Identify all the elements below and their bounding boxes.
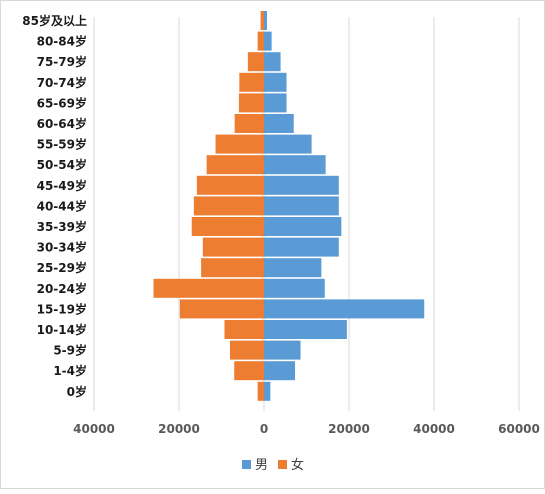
category-label: 30-34岁 (37, 240, 87, 255)
category-label: 0岁 (67, 384, 87, 399)
bar-male (264, 114, 294, 133)
category-label: 15-19岁 (37, 301, 87, 316)
category-label: 85岁及以上 (22, 13, 87, 28)
category-label: 45-49岁 (37, 178, 87, 193)
bars (153, 11, 425, 401)
bar-female (257, 381, 264, 401)
bar-male (264, 381, 271, 401)
category-label: 5-9岁 (53, 343, 87, 358)
bar-male (264, 93, 287, 113)
category-labels: 0岁 1-4岁 5-9岁 10-14岁 15-19岁 20-24岁 25-29岁 30-34岁… (22, 13, 87, 399)
x-tick-label: 40000 (413, 422, 455, 436)
category-label: 80-84岁 (37, 34, 87, 49)
category-label: 75-79岁 (37, 54, 87, 69)
bar-female (224, 320, 264, 339)
category-label: 70-74岁 (37, 75, 87, 90)
bar-male (264, 278, 325, 298)
bar-male (264, 31, 272, 51)
bar-male (264, 134, 312, 154)
bar-female (153, 278, 264, 298)
legend-swatch-female (278, 460, 287, 469)
category-label: 10-14岁 (37, 322, 87, 337)
category-label: 50-54岁 (37, 157, 87, 172)
legend: 男 女 (242, 457, 304, 473)
category-label: 40-44岁 (37, 198, 87, 213)
bar-female (193, 196, 264, 216)
bar-female (215, 134, 264, 154)
x-tick-label: 20000 (328, 422, 370, 436)
bar-female (257, 31, 264, 51)
bar-female (196, 175, 264, 195)
bar-male (264, 237, 339, 257)
legend-swatch-male (242, 460, 251, 469)
bar-female (239, 72, 264, 92)
bar-male (264, 361, 296, 381)
category-label: 20-24岁 (37, 281, 87, 296)
bar-male (264, 52, 281, 72)
bar-female (230, 340, 264, 360)
legend-label-male: 男 (255, 458, 268, 473)
bar-male (264, 299, 425, 319)
bar-male (264, 340, 301, 360)
x-tick-labels: 40000 20000 0 20000 40000 60000 (73, 422, 540, 436)
bar-male (264, 320, 347, 339)
legend-label-female: 女 (291, 457, 304, 473)
category-label: 25-29岁 (37, 260, 87, 275)
bar-male (264, 72, 287, 92)
category-label: 1-4岁 (53, 363, 87, 378)
bar-female (234, 361, 264, 381)
bar-male (264, 175, 339, 195)
category-label: 60-64岁 (37, 116, 87, 131)
bar-female (191, 217, 264, 236)
bar-male (264, 196, 339, 216)
x-tick-label: 60000 (498, 422, 540, 436)
bar-female (260, 11, 264, 30)
bar-male (264, 11, 267, 30)
bar-male (264, 155, 326, 175)
x-tick-label: 20000 (158, 422, 200, 436)
x-tick-label: 40000 (73, 422, 115, 436)
category-label: 35-39岁 (37, 219, 87, 234)
category-label: 55-59岁 (37, 137, 87, 152)
bar-female (179, 299, 264, 319)
category-label: 65-69岁 (37, 95, 87, 110)
bar-female (202, 237, 264, 257)
bar-female (201, 258, 264, 278)
bar-female (238, 93, 264, 113)
bar-female (247, 52, 264, 72)
bar-female (206, 155, 264, 175)
x-tick-label: 0 (260, 422, 268, 436)
bar-female (234, 114, 264, 133)
bar-male (264, 258, 322, 278)
bar-male (264, 217, 342, 236)
